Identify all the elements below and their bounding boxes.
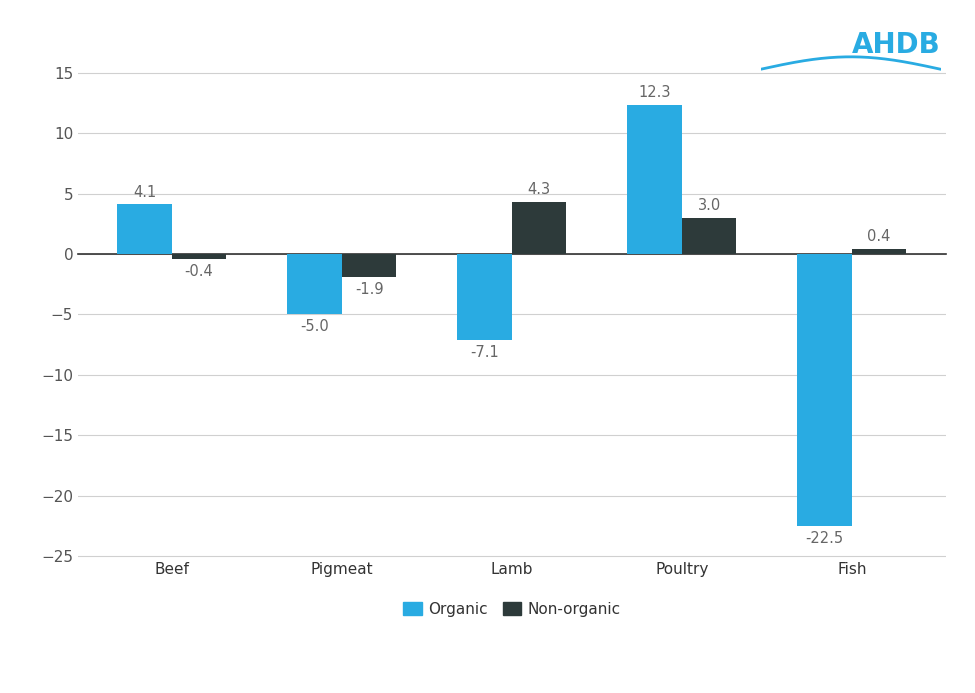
Text: 0.4: 0.4: [868, 229, 891, 245]
Bar: [682, 218, 736, 254]
Bar: [628, 105, 682, 254]
Text: Lamb: Lamb: [490, 562, 533, 577]
Text: AHDB: AHDB: [852, 31, 941, 59]
Text: Beef: Beef: [154, 562, 189, 577]
Text: -7.1: -7.1: [470, 344, 499, 360]
Text: Pigmeat: Pigmeat: [311, 562, 373, 577]
Text: 4.3: 4.3: [527, 182, 551, 198]
Bar: [288, 254, 342, 315]
Text: Poultry: Poultry: [655, 562, 709, 577]
Bar: [172, 254, 226, 258]
Bar: [342, 254, 396, 277]
Bar: [457, 254, 512, 340]
Text: 4.1: 4.1: [133, 184, 156, 200]
Text: 12.3: 12.3: [639, 85, 671, 100]
Legend: Organic, Non-organic: Organic, Non-organic: [397, 596, 627, 623]
Text: Fish: Fish: [838, 562, 867, 577]
Bar: [852, 249, 907, 254]
Text: -0.4: -0.4: [184, 263, 214, 279]
Text: -5.0: -5.0: [300, 319, 329, 334]
Text: -22.5: -22.5: [805, 531, 843, 546]
Bar: [798, 254, 852, 526]
Bar: [117, 204, 172, 254]
Text: 3.0: 3.0: [697, 198, 721, 213]
Bar: [512, 202, 566, 254]
Text: -1.9: -1.9: [355, 282, 383, 297]
